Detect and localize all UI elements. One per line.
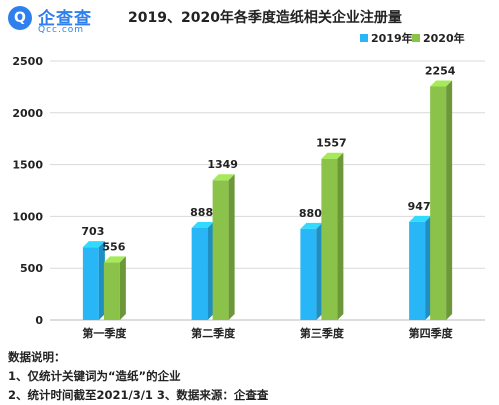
chart-title: 2019、2020年各季度造纸相关企业注册量 xyxy=(128,10,402,26)
legend-label: 2020年 xyxy=(423,31,465,45)
bar-side-face xyxy=(446,80,453,321)
x-tick-label: 第一季度 xyxy=(82,326,127,340)
y-tick-label: 1500 xyxy=(12,159,43,172)
bar-side-face xyxy=(337,152,344,320)
x-tick-label: 第二季度 xyxy=(191,326,236,340)
y-tick-label: 500 xyxy=(20,262,43,275)
bar-side-face xyxy=(425,215,432,320)
bar-side-face xyxy=(207,222,214,320)
legend-swatch xyxy=(360,34,368,42)
data-label: 556 xyxy=(102,240,125,253)
data-notes: 数据说明： 1、仅统计关键词为“造纸”的企业 2、统计时间截至2021/3/1 … xyxy=(8,348,268,405)
bar-side-face xyxy=(228,174,235,320)
logo-domain: Qcc.com xyxy=(38,25,85,35)
y-tick-label: 2000 xyxy=(12,107,43,120)
notes-heading: 数据说明： xyxy=(8,350,66,364)
x-tick-label: 第四季度 xyxy=(409,326,454,340)
bar-top-face xyxy=(82,241,105,248)
bar xyxy=(321,158,338,320)
data-label: 703 xyxy=(81,225,104,238)
y-tick-label: 0 xyxy=(35,314,43,327)
bar-top-face xyxy=(430,80,453,87)
magnifier-logo-icon: Q xyxy=(8,6,32,30)
legend-label: 2019年 xyxy=(371,31,413,45)
notes-line-2: 2、统计时间截至2021/3/1 3、数据来源：企查查 xyxy=(8,388,269,402)
data-label: 1557 xyxy=(316,137,347,150)
bar xyxy=(212,180,229,320)
bar xyxy=(300,228,317,320)
bar xyxy=(191,228,208,320)
logo-name: 企查查 xyxy=(38,9,92,29)
notes-line-1: 1、仅统计关键词为“造纸”的企业 xyxy=(8,369,181,383)
bar-top-face xyxy=(191,222,214,229)
bar xyxy=(82,247,99,320)
bar-chart: 0 500 1000 1500 2000 2500 2019年 2020年 703 556 第一季度… xyxy=(12,31,485,340)
data-label: 880 xyxy=(299,207,322,220)
bar-side-face xyxy=(98,241,105,320)
bar-top-face xyxy=(409,215,432,222)
bar xyxy=(409,221,426,320)
data-label: 1349 xyxy=(207,158,238,171)
bar-top-face xyxy=(212,174,235,181)
company-logo: Q 企查查 Qcc.com xyxy=(8,3,128,37)
bar-side-face xyxy=(119,256,126,320)
legend-swatch xyxy=(412,34,420,42)
bar-side-face xyxy=(316,222,323,320)
bar-top-face xyxy=(321,152,344,159)
bar-top-face xyxy=(103,256,126,263)
data-label: 947 xyxy=(408,200,431,213)
data-label: 888 xyxy=(190,206,213,219)
data-label: 2254 xyxy=(425,64,456,77)
x-tick-label: 第三季度 xyxy=(300,326,345,340)
bar-top-face xyxy=(300,222,323,229)
bar xyxy=(430,86,447,321)
y-tick-label: 1000 xyxy=(12,210,43,223)
y-tick-label: 2500 xyxy=(12,55,43,68)
bar xyxy=(103,262,120,320)
